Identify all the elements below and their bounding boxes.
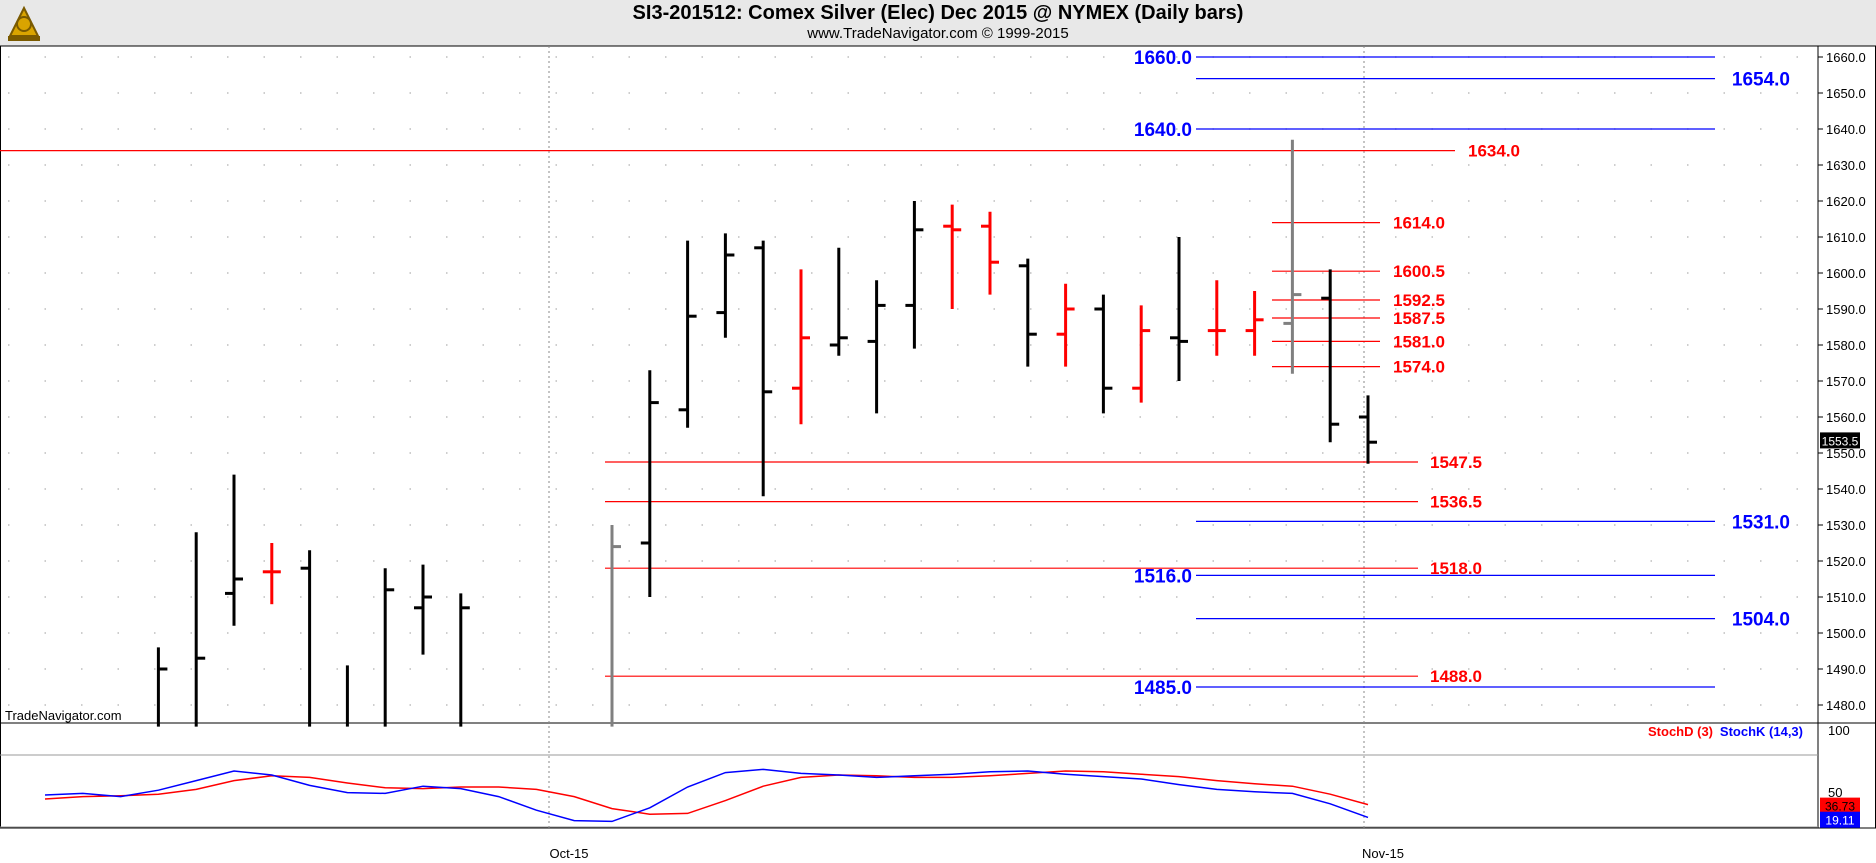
level-label: 1634.0 xyxy=(1468,142,1520,161)
ohlc-bar xyxy=(981,211,999,295)
stoch-d-value-box xyxy=(1820,797,1860,814)
level-label: 1547.5 xyxy=(1430,453,1482,472)
y-tick-label: 1520.0 xyxy=(1826,554,1866,569)
price-axis: 1480.0 1490.0 1500.0 1510.0 1520.0 1530.0 1540… xyxy=(1818,50,1866,713)
chart-border xyxy=(0,45,1876,829)
y-tick-label: 1630.0 xyxy=(1826,158,1866,173)
y-tick-label: 1590.0 xyxy=(1826,302,1866,317)
ohlc-bar xyxy=(1283,139,1302,374)
stoch-k-value: 19.11 xyxy=(1825,814,1854,828)
level-label: 1660.0 xyxy=(1134,48,1192,69)
ohlc-bar xyxy=(262,543,281,605)
ohlc-bar xyxy=(1207,280,1226,356)
stoch-k-legend: StochK (14,3) xyxy=(1720,724,1803,739)
ohlc-bar xyxy=(414,564,432,655)
level-label: 1592.5 xyxy=(1393,291,1445,310)
ohlc-bar xyxy=(754,240,773,497)
stoch-tick-label: 50 xyxy=(1828,785,1842,800)
ohlc-bar xyxy=(905,201,924,349)
level-label: 1504.0 xyxy=(1732,610,1790,631)
level-label: 1587.5 xyxy=(1393,309,1445,328)
y-tick-label: 1660.0 xyxy=(1826,50,1866,65)
ohlc-bar xyxy=(1094,294,1113,414)
chart-title: SI3-201512: Comex Silver (Elec) Dec 2015… xyxy=(632,2,1244,24)
ohlc-bar xyxy=(194,532,206,727)
y-tick-label: 1560.0 xyxy=(1826,410,1866,425)
sextant-logo-icon xyxy=(8,5,40,41)
y-tick-label: 1480.0 xyxy=(1826,698,1866,713)
y-tick-label: 1600.0 xyxy=(1826,266,1866,281)
last-price-box xyxy=(1820,432,1860,449)
ohlc-bar xyxy=(156,647,168,727)
y-tick-label: 1640.0 xyxy=(1826,122,1866,137)
ohlc-bar xyxy=(943,204,962,309)
price-levels: 1660.0 1654.0 1640.0 1634.0 1614.0 1600.5 1592… xyxy=(0,48,1790,699)
ohlc-bar xyxy=(867,280,886,414)
stoch-k-value-box xyxy=(1820,811,1860,828)
ohlc-bar xyxy=(640,370,659,597)
y-tick-label: 1650.0 xyxy=(1826,86,1866,101)
y-tick-label: 1620.0 xyxy=(1826,194,1866,209)
chart-frame xyxy=(0,45,1876,829)
y-tick-label: 1540.0 xyxy=(1826,482,1866,497)
ohlc-bar xyxy=(610,525,621,727)
ohlc-bar xyxy=(829,247,848,356)
level-label: 1581.0 xyxy=(1393,332,1445,351)
ohlc-bar xyxy=(1245,291,1264,356)
y-tick-label: 1610.0 xyxy=(1826,230,1866,245)
ohlc-bar xyxy=(383,568,395,727)
level-label: 1485.0 xyxy=(1134,678,1192,699)
last-price-label: 1553.5 xyxy=(1822,434,1859,448)
stoch-k-line xyxy=(44,768,1369,823)
x-tick-label: Oct-15 xyxy=(549,846,588,861)
level-label: 1516.0 xyxy=(1134,566,1192,587)
y-tick-label: 1550.0 xyxy=(1826,446,1866,461)
level-label: 1531.0 xyxy=(1732,512,1790,533)
ohlc-bar xyxy=(1018,258,1037,367)
y-tick-label: 1530.0 xyxy=(1826,518,1866,533)
ohlc-bar xyxy=(459,593,470,727)
ohlc-bars xyxy=(156,139,1377,727)
level-label: 1574.0 xyxy=(1393,358,1445,377)
ohlc-bar xyxy=(1170,237,1188,381)
y-tick-label: 1490.0 xyxy=(1826,662,1866,677)
stoch-d-value: 36.73 xyxy=(1825,800,1855,814)
ohlc-bar xyxy=(1056,283,1075,367)
chart-subtitle: www.TradeNavigator.com © 1999-2015 xyxy=(807,25,1069,42)
level-label: 1640.0 xyxy=(1134,120,1192,141)
chart-header xyxy=(0,0,1876,46)
stoch-tick-label: 100 xyxy=(1828,723,1850,738)
level-label: 1654.0 xyxy=(1732,70,1790,91)
ohlc-bar xyxy=(1359,395,1377,464)
y-tick-label: 1500.0 xyxy=(1826,626,1866,641)
ohlc-bar xyxy=(225,474,243,626)
chart-grid xyxy=(8,46,1816,828)
level-label: 1536.5 xyxy=(1430,493,1482,512)
ohlc-bar xyxy=(792,269,810,425)
level-label: 1600.5 xyxy=(1393,262,1445,281)
y-tick-label: 1570.0 xyxy=(1826,374,1866,389)
y-tick-label: 1510.0 xyxy=(1826,590,1866,605)
x-tick-label: Nov-15 xyxy=(1362,846,1404,861)
date-axis: Oct-15 Nov-15 xyxy=(549,846,1403,861)
ohlc-bar xyxy=(716,233,735,338)
ohlc-bar xyxy=(1321,269,1340,443)
stoch-d-legend: StochD (3) xyxy=(1648,724,1713,739)
level-label: 1488.0 xyxy=(1430,667,1482,686)
ohlc-bar xyxy=(300,550,312,727)
watermark: TradeNavigator.com xyxy=(5,708,122,723)
level-label: 1518.0 xyxy=(1430,559,1482,578)
stoch-d-line xyxy=(44,770,1369,815)
ohlc-bar xyxy=(1132,305,1151,403)
y-tick-label: 1580.0 xyxy=(1826,338,1866,353)
ohlc-bar xyxy=(678,240,697,428)
level-label: 1614.0 xyxy=(1393,214,1445,233)
